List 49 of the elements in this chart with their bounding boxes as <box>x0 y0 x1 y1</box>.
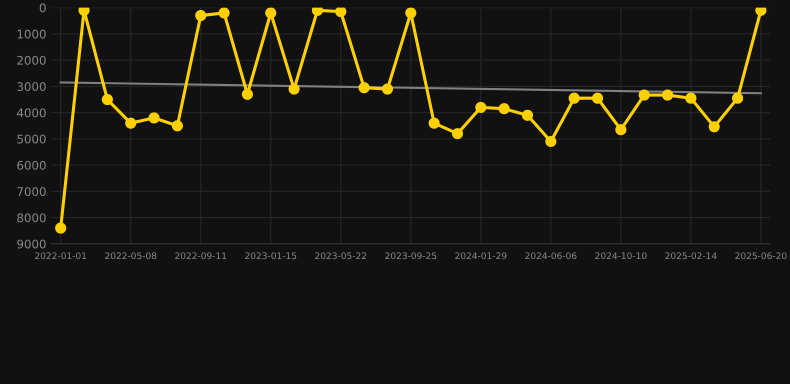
x-tick-label: 2023-01-15 <box>245 252 296 260</box>
point <box>242 88 253 100</box>
point <box>592 92 604 104</box>
y-tick-label: 8000 <box>17 213 46 222</box>
point <box>475 102 486 113</box>
point <box>428 118 440 129</box>
point <box>102 94 113 106</box>
point <box>732 92 744 104</box>
y-tick-label: 3000 <box>17 82 46 92</box>
x-tick-label: 2022-05-08 <box>105 252 156 260</box>
point <box>265 8 276 18</box>
y-tick-label: 7000 <box>17 187 46 196</box>
point <box>452 128 464 140</box>
y-tick-label: 4000 <box>17 108 46 118</box>
point <box>662 90 674 101</box>
point <box>358 82 370 94</box>
x-tick-label: 2023-05-22 <box>315 252 366 260</box>
point <box>615 124 626 136</box>
point <box>218 8 230 18</box>
x-tick-label: 2025-02-14 <box>665 252 717 260</box>
point <box>545 136 556 148</box>
x-tick-label: 2024-10-10 <box>595 252 646 260</box>
x-tick-label: 2023-09-25 <box>385 252 436 260</box>
point <box>125 118 136 129</box>
x-tick-label: 2022-09-11 <box>175 252 226 260</box>
y-tick-label: 5000 <box>17 134 46 144</box>
point <box>148 112 160 124</box>
point <box>288 83 300 95</box>
y-tick-label: 9000 <box>17 240 46 248</box>
point <box>55 222 66 234</box>
point <box>685 92 696 104</box>
point <box>638 90 650 101</box>
x-tick-label: 2022-01-01 <box>35 252 86 260</box>
point <box>568 92 580 104</box>
y-tick-label: 2000 <box>17 56 46 65</box>
point <box>522 110 534 121</box>
point <box>382 83 394 95</box>
point <box>498 103 510 114</box>
point <box>195 10 206 22</box>
point <box>708 121 720 132</box>
point <box>405 8 416 18</box>
y-tick-label: 6000 <box>17 160 46 170</box>
point <box>172 120 183 132</box>
x-tick-label: 2024-06-06 <box>525 252 577 260</box>
y-tick-label: 0 <box>40 3 46 12</box>
x-tick-label: 2024-01-29 <box>455 252 506 260</box>
point <box>335 8 346 18</box>
x-tick-label: 2025-06-20 <box>735 252 787 260</box>
y-tick-label: 1000 <box>18 30 46 39</box>
